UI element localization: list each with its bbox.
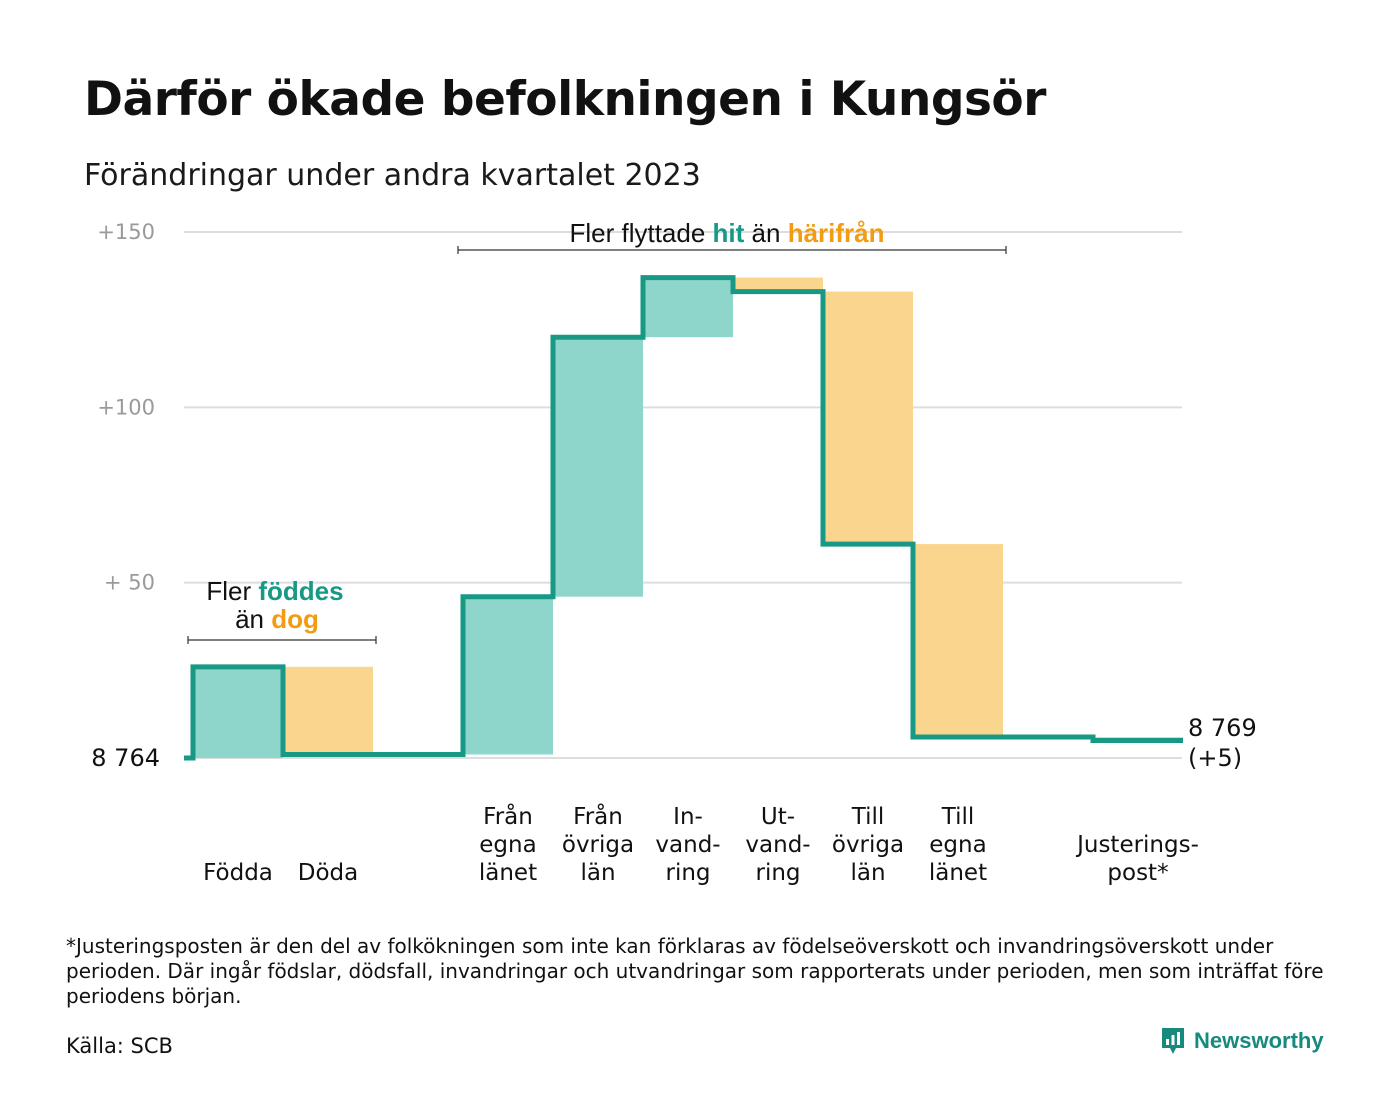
births-annotation-line1: Fler föddes [206, 576, 343, 606]
chart-title: Därför ökade befolkningen i Kungsör [84, 72, 1046, 127]
brand[interactable]: Newsworthy [1160, 1026, 1324, 1056]
migration-bracket [457, 246, 1007, 254]
bar-0 [193, 666, 283, 758]
category-label: post* [1107, 860, 1168, 886]
chart-subtitle: Förändringar under andra kvartalet 2023 [84, 158, 701, 193]
y-tick-label: +100 [97, 395, 155, 419]
category-label: länet [929, 860, 987, 886]
category-label: Till [941, 804, 975, 830]
births-bracket [187, 636, 377, 644]
running-total-line [184, 275, 1183, 761]
births-annotation-line2: än dog [235, 604, 319, 634]
bar-1 [283, 666, 373, 755]
category-label: vand- [745, 832, 810, 858]
category-label: Justerings- [1075, 832, 1199, 858]
category-label: övriga [832, 832, 904, 858]
category-label: Födda [203, 860, 273, 886]
end-change-label: (+5) [1188, 744, 1242, 772]
end-value-label: 8 769 [1188, 714, 1257, 742]
newsworthy-logo-icon [1162, 1028, 1184, 1054]
bar-2 [463, 596, 553, 755]
y-tick-label: + 50 [104, 571, 155, 595]
category-label: ring [755, 860, 800, 886]
category-label: län [580, 860, 615, 886]
category-label: Till [851, 804, 885, 830]
category-label: Från [483, 802, 533, 830]
category-label: Döda [298, 860, 358, 886]
y-tick-label: +150 [97, 220, 155, 244]
category-label: vand- [655, 832, 720, 858]
category-label: In- [673, 804, 703, 830]
bar-5 [733, 277, 823, 292]
category-label: egna [929, 832, 986, 858]
category-label: länet [479, 860, 537, 886]
category-label: Från [573, 802, 623, 830]
brand-name: Newsworthy [1194, 1028, 1324, 1053]
category-label: ring [665, 860, 710, 886]
bar-6 [823, 291, 913, 545]
category-label: övriga [562, 832, 634, 858]
start-value-label: 8 764 [91, 744, 160, 772]
category-label: Ut- [761, 804, 795, 830]
category-label: län [850, 860, 885, 886]
migration-annotation: Fler flyttade hit än härifrån [569, 218, 884, 248]
bar-4 [643, 277, 733, 338]
source-label: Källa: SCB [66, 1034, 173, 1058]
bar-3 [553, 337, 643, 597]
category-label: egna [479, 832, 536, 858]
bar-7 [913, 544, 1003, 737]
footnote: *Justeringsposten är den del av folkökni… [66, 934, 1324, 1008]
